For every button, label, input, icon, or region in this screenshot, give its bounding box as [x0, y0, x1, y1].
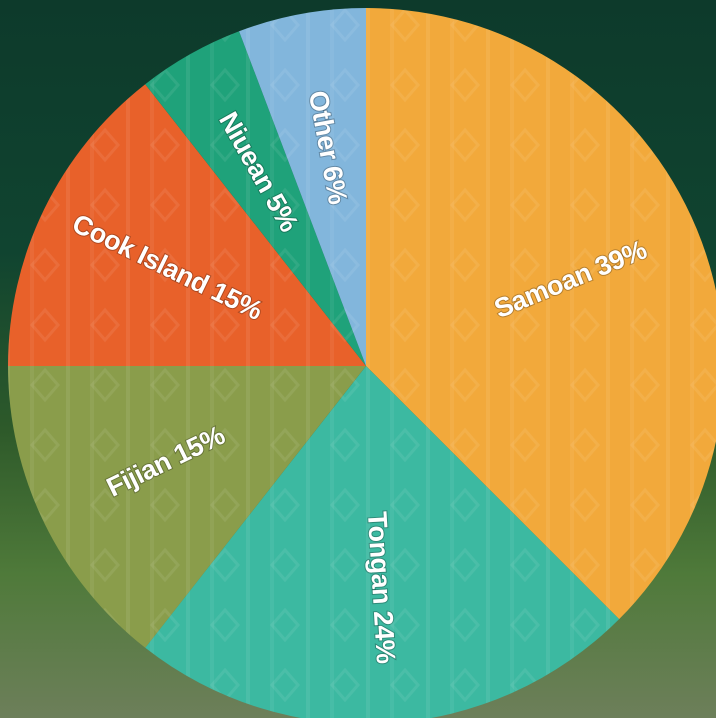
category-name: Tongan	[362, 511, 398, 605]
value-label: 24%	[368, 610, 401, 665]
chart: Samoan 39%Tongan 24%Fijian 15%Cook Islan…	[0, 0, 716, 718]
page: Samoan 39%Tongan 24%Fijian 15%Cook Islan…	[0, 0, 716, 718]
